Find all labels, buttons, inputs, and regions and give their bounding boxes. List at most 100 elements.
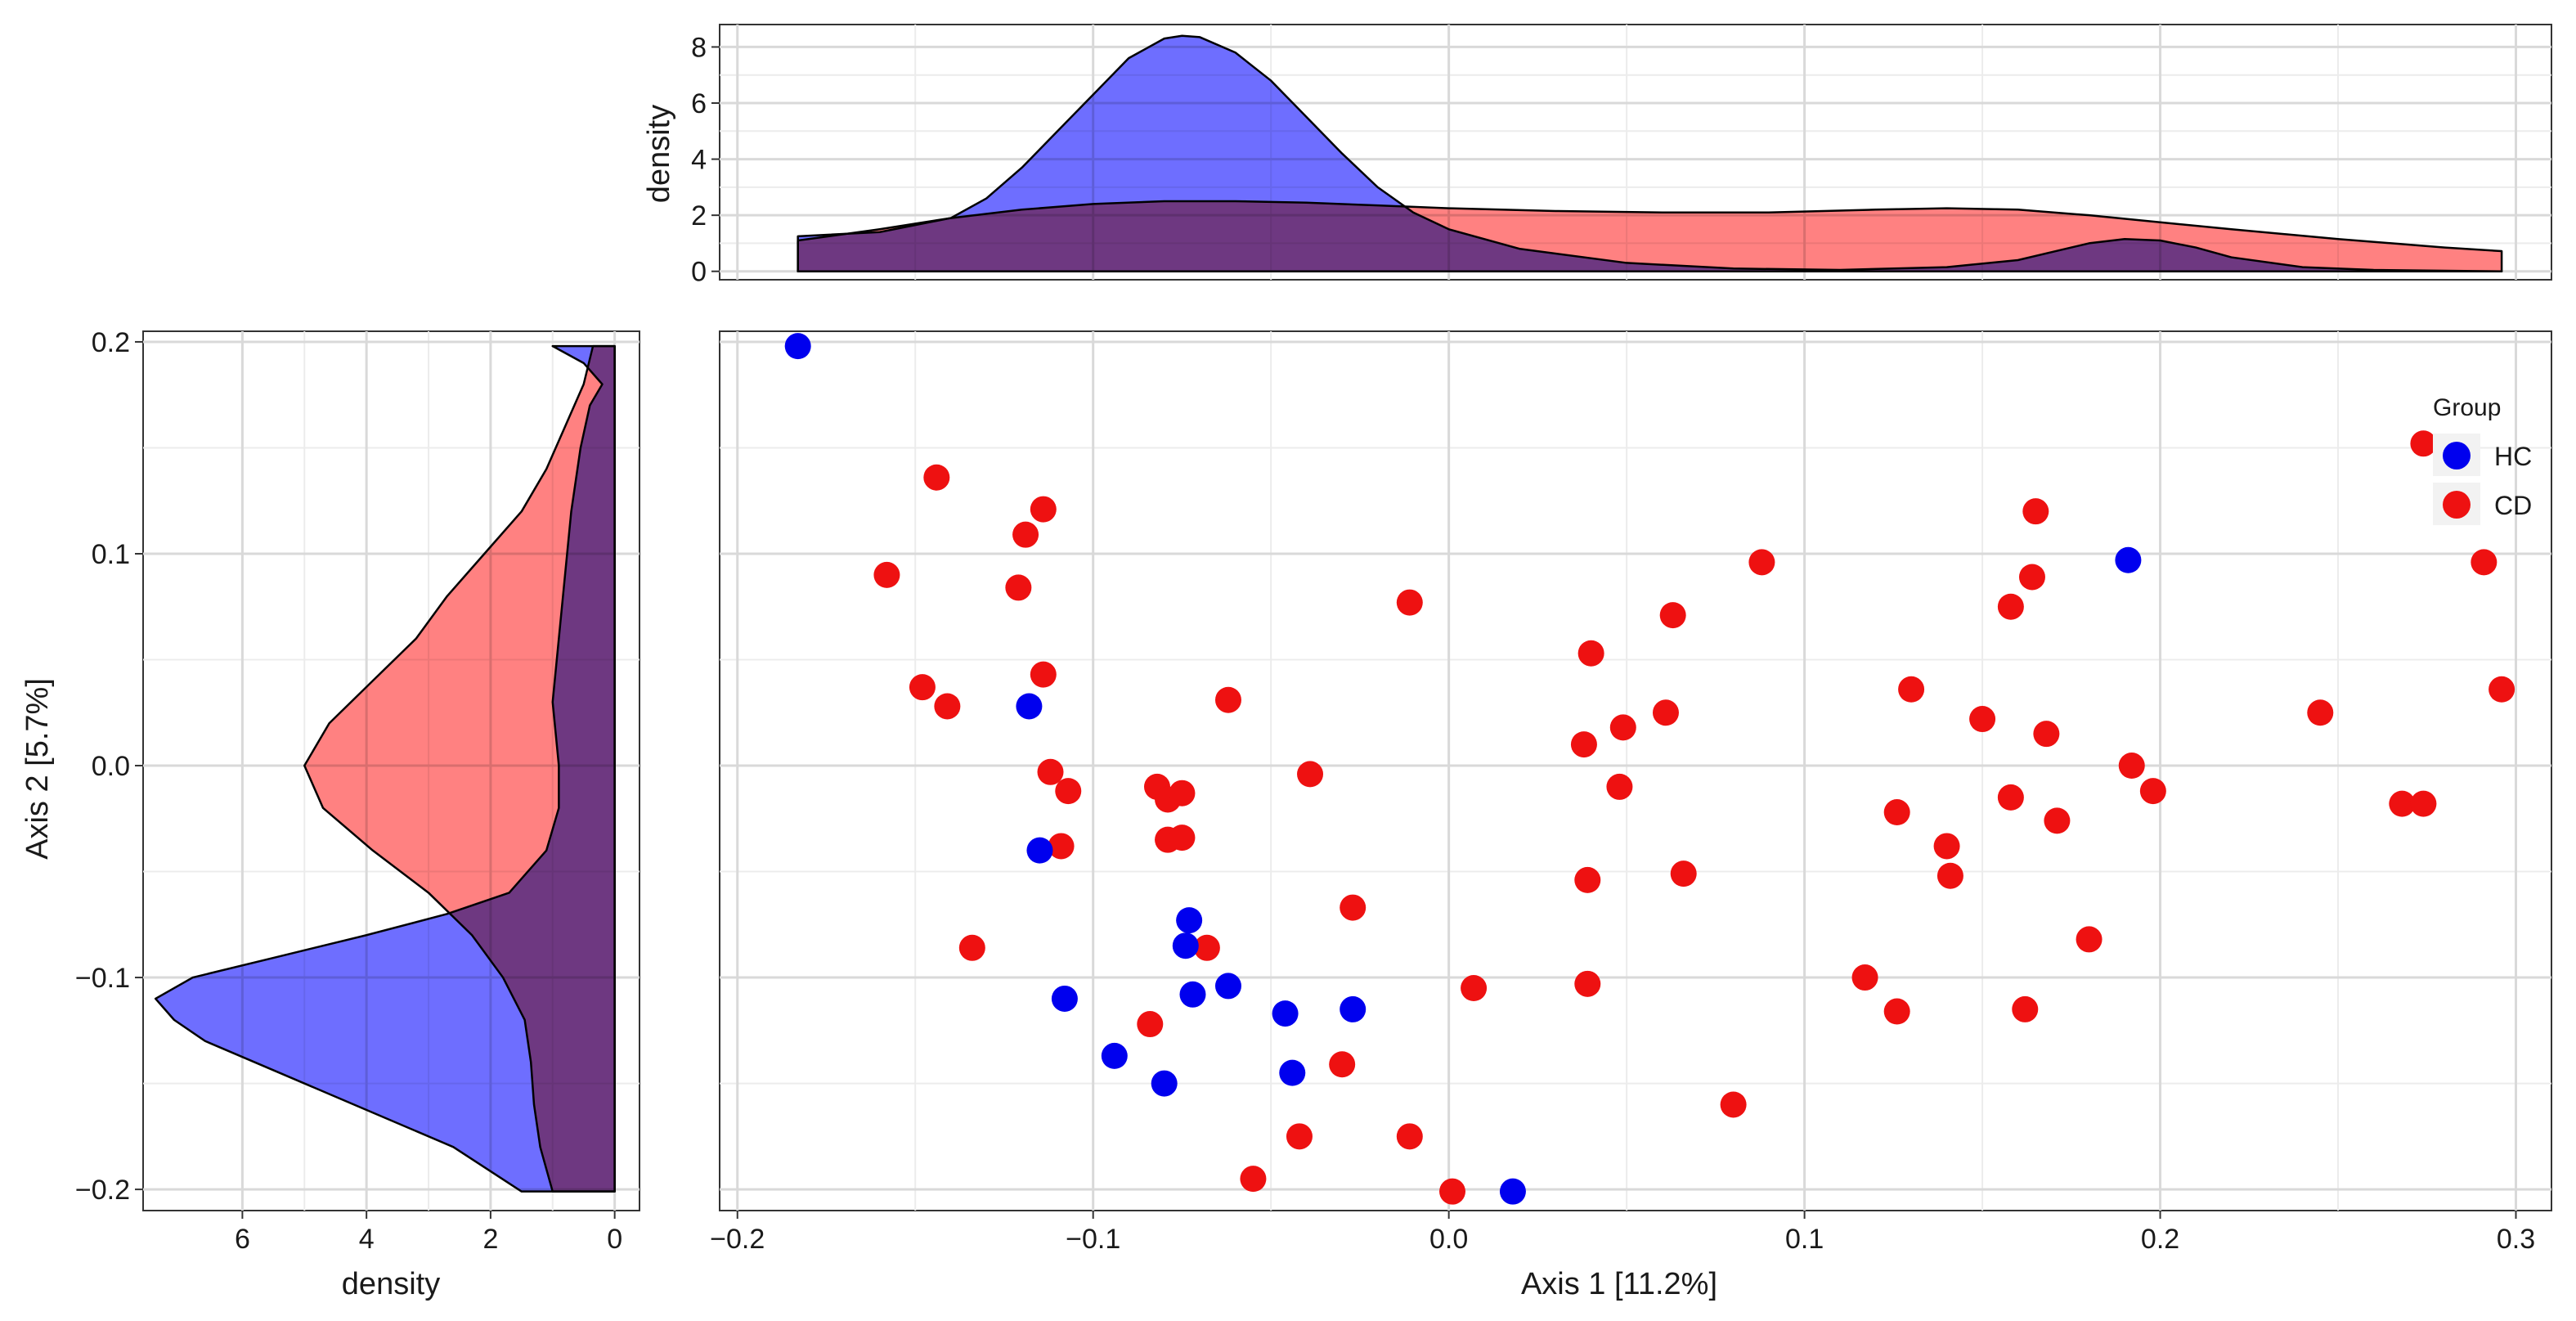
legend-key-cd xyxy=(2443,491,2471,519)
point-cd xyxy=(1670,860,1697,887)
point-hc xyxy=(1026,837,1053,864)
point-cd xyxy=(1012,521,1039,548)
point-cd xyxy=(1055,778,1082,805)
point-cd xyxy=(1748,549,1775,576)
point-hc xyxy=(1279,1059,1306,1086)
left-density-area-hc xyxy=(154,344,616,1193)
point-cd xyxy=(1659,602,1686,629)
point-hc xyxy=(1340,995,1367,1022)
point-cd xyxy=(1969,706,1996,733)
point-cd xyxy=(1030,496,1057,523)
left-density-panel: 6 4 2 0 −0.2 −0.1 0.0 0.1 0.2 density xyxy=(75,327,640,1301)
legend-label-cd: CD xyxy=(2494,491,2532,520)
point-cd xyxy=(1137,1011,1164,1038)
point-hc xyxy=(784,333,811,360)
point-cd xyxy=(1193,934,1220,961)
left-density-ticks: 6 4 2 0 −0.2 −0.1 0.0 0.1 0.2 xyxy=(75,327,622,1255)
left-density-x-label: density xyxy=(342,1267,440,1301)
point-cd xyxy=(1169,825,1196,851)
point-cd xyxy=(2118,753,2145,780)
top-density-area-hc xyxy=(797,34,2503,272)
point-cd xyxy=(2044,807,2071,834)
point-cd xyxy=(2033,721,2060,748)
point-cd xyxy=(909,674,936,701)
point-cd xyxy=(2471,549,2497,576)
point-cd xyxy=(2022,498,2049,525)
left-density-areas xyxy=(154,344,616,1193)
point-hc xyxy=(1172,932,1199,959)
point-cd xyxy=(1574,970,1601,997)
point-cd xyxy=(1652,699,1679,726)
point-cd xyxy=(1883,799,1910,826)
point-cd xyxy=(1883,998,1910,1025)
point-cd xyxy=(2018,564,2045,591)
point-hc xyxy=(1499,1178,1526,1205)
point-cd xyxy=(1609,714,1636,741)
scatter-panel: −0.2 −0.1 0.0 0.1 0.2 0.3 Axis 1 [11.2%] Axis… xyxy=(20,330,2552,1301)
point-cd xyxy=(1169,780,1196,807)
point-cd xyxy=(1574,866,1601,893)
top-density-panel: 0 2 4 6 8 density xyxy=(642,24,2552,288)
point-cd xyxy=(1005,574,1032,601)
point-cd xyxy=(1240,1166,1267,1193)
point-cd xyxy=(1997,593,2024,620)
point-cd xyxy=(1214,686,1241,713)
left-x-tick-label: 4 xyxy=(359,1224,375,1255)
point-hc xyxy=(1051,985,1078,1012)
legend-title: Group xyxy=(2433,394,2501,421)
top-density-y-label: density xyxy=(642,105,676,203)
left-y-tick-label: 0.2 xyxy=(92,327,130,358)
x-tick-label: 0.1 xyxy=(1785,1224,1824,1255)
point-cd xyxy=(1720,1091,1747,1118)
point-cd xyxy=(1898,676,1925,703)
point-cd xyxy=(1933,833,1960,860)
scatter-points xyxy=(784,333,2515,1205)
point-cd xyxy=(1851,964,1878,991)
point-cd xyxy=(1340,894,1367,921)
left-y-tick-label: 0.0 xyxy=(92,751,130,782)
point-cd xyxy=(2488,676,2515,703)
point-cd xyxy=(1936,862,1963,889)
scatter-panel-frame xyxy=(719,330,2552,1211)
point-hc xyxy=(1179,981,1206,1008)
point-cd xyxy=(1030,661,1057,688)
point-cd xyxy=(1329,1051,1356,1078)
point-cd xyxy=(1037,758,1064,785)
left-x-tick-label: 6 xyxy=(235,1224,250,1255)
point-hc xyxy=(1176,907,1203,934)
point-cd xyxy=(873,561,900,588)
point-cd xyxy=(1297,761,1324,788)
point-cd xyxy=(1048,833,1075,860)
point-cd xyxy=(2389,790,2416,817)
x-tick-label: 0.2 xyxy=(2141,1224,2179,1255)
left-y-tick-label: 0.1 xyxy=(92,539,130,570)
left-y-tick-label: −0.1 xyxy=(75,963,130,994)
legend: Group HC CD xyxy=(2433,394,2532,525)
point-cd xyxy=(2076,926,2103,953)
point-cd xyxy=(958,934,985,961)
point-hc xyxy=(2115,546,2142,573)
scatter-x-ticks: −0.2 −0.1 0.0 0.1 0.2 0.3 xyxy=(710,1211,2535,1255)
scatter-gridlines xyxy=(720,331,2551,1211)
point-cd xyxy=(1286,1123,1313,1150)
point-hc xyxy=(1101,1042,1128,1069)
x-tick-label: 0.0 xyxy=(1429,1224,1468,1255)
left-x-tick-label: 2 xyxy=(482,1224,498,1255)
top-density-y-ticks: 0 2 4 6 8 xyxy=(691,32,720,288)
point-cd xyxy=(1606,773,1633,800)
point-cd xyxy=(1396,589,1423,616)
point-cd xyxy=(1439,1178,1465,1205)
top-y-tick-label: 6 xyxy=(691,88,707,119)
point-cd xyxy=(2012,995,2039,1022)
point-cd xyxy=(1997,784,2024,811)
point-hc xyxy=(1016,693,1043,720)
x-tick-label: −0.2 xyxy=(710,1224,765,1255)
left-y-tick-label: −0.2 xyxy=(75,1175,130,1206)
y-axis-label: Axis 2 [5.7%] xyxy=(20,678,55,860)
x-axis-label: Axis 1 [11.2%] xyxy=(1521,1267,1717,1301)
point-cd xyxy=(2410,430,2437,457)
point-cd xyxy=(2410,790,2437,817)
point-cd xyxy=(2139,778,2166,805)
point-cd xyxy=(1396,1123,1423,1150)
